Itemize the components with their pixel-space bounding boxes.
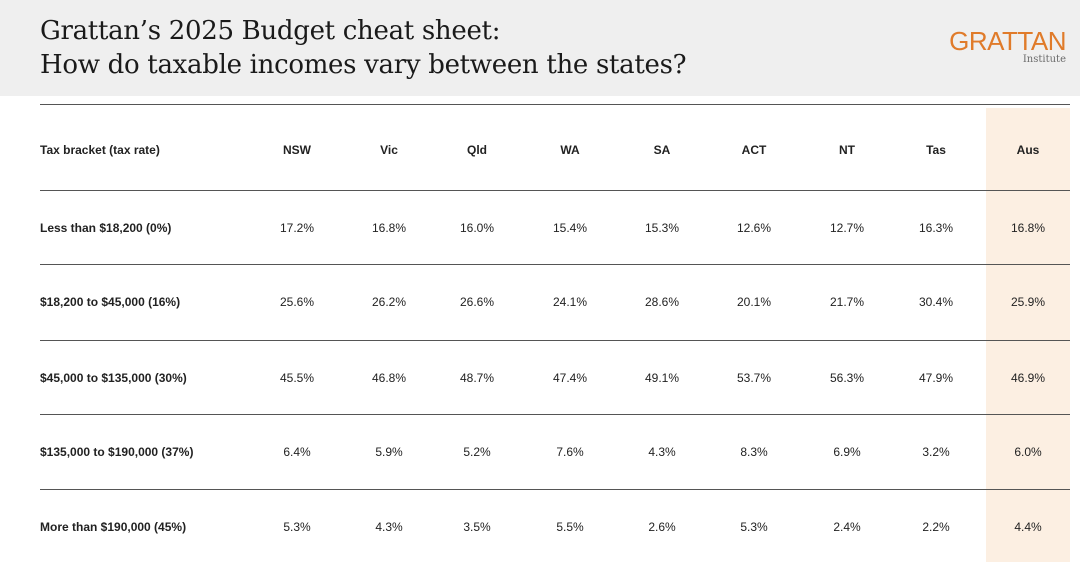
cell-wa: 24.1% [552,295,588,309]
cell-sa: 2.6% [648,520,676,534]
logo-subtitle: Institute [1022,54,1066,65]
cell-nsw: 45.5% [279,371,315,385]
cell-qld: 16.0% [459,221,495,235]
row-divider [40,264,1070,265]
cell-nsw: 25.6% [279,295,315,309]
row-label: $45,000 to $135,000 (30%) [40,371,187,385]
cell-qld: 48.7% [459,371,495,385]
column-header-nt: NT [839,143,855,157]
header-banner: Grattan’s 2025 Budget cheat sheet: How d… [0,0,1080,96]
cell-wa: 5.5% [556,520,584,534]
row-divider [40,340,1070,341]
cell-nsw: 5.3% [283,520,311,534]
cell-aus: 46.9% [1010,371,1046,385]
column-header-wa: WA [560,143,580,157]
cell-tas: 47.9% [918,371,954,385]
cell-tas: 2.2% [922,520,950,534]
row-label: More than $190,000 (45%) [40,520,187,534]
row-divider [40,489,1070,490]
cell-aus: 16.8% [1010,221,1046,235]
cell-qld: 3.5% [463,520,491,534]
row-label: $18,200 to $45,000 (16%) [40,295,181,309]
table-row: $135,000 to $190,000 (37%) 6.4% 5.9% 5.2% 7.… [0,442,1080,462]
cell-nt: 12.7% [829,221,865,235]
column-header-qld: Qld [467,143,487,157]
column-header-aus: Aus [1016,143,1040,157]
row-divider [40,104,1070,105]
cell-vic: 16.8% [371,221,407,235]
cell-vic: 5.9% [375,445,403,459]
cell-wa: 47.4% [552,371,588,385]
cell-vic: 26.2% [371,295,407,309]
table-header-row: Tax bracket (tax rate) NSW Vic Qld WA SA ACT NT… [0,140,1080,160]
cell-aus: 4.4% [1014,520,1042,534]
column-header-act: ACT [741,143,767,157]
cell-nt: 56.3% [829,371,865,385]
cell-qld: 26.6% [459,295,495,309]
cell-sa: 15.3% [644,221,680,235]
cell-aus: 6.0% [1014,445,1042,459]
cell-nt: 2.4% [833,520,861,534]
table-row: Less than $18,200 (0%) 17.2% 16.8% 16.0% 15.… [0,218,1080,238]
column-header-tas: Tas [926,143,946,157]
table-row: $45,000 to $135,000 (30%) 45.5% 46.8% 48.7%… [0,368,1080,388]
grattan-logo: GRATTAN Institute [949,28,1066,65]
cell-qld: 5.2% [463,445,491,459]
cell-tas: 16.3% [918,221,954,235]
cell-nsw: 6.4% [283,445,311,459]
cell-tas: 3.2% [922,445,950,459]
cell-act: 5.3% [740,520,768,534]
title-line-1: Grattan’s 2025 Budget cheat sheet: [40,16,501,46]
row-divider [40,190,1070,191]
cell-act: 53.7% [736,371,772,385]
title-line-2: How do taxable incomes vary between the … [40,50,687,80]
cell-nsw: 17.2% [279,221,315,235]
cell-vic: 4.3% [375,520,403,534]
page-title: Grattan’s 2025 Budget cheat sheet: How d… [40,14,687,82]
logo-wordmark: GRATTAN [949,26,1066,56]
row-label: $135,000 to $190,000 (37%) [40,445,194,459]
cell-act: 12.6% [736,221,772,235]
row-label: Less than $18,200 (0%) [40,221,172,235]
table-row: More than $190,000 (45%) 5.3% 4.3% 3.5% 5.5%… [0,517,1080,537]
cell-sa: 28.6% [644,295,680,309]
cell-vic: 46.8% [371,371,407,385]
cell-aus: 25.9% [1010,295,1046,309]
column-header-nsw: NSW [283,143,311,157]
cell-sa: 49.1% [644,371,680,385]
cell-act: 20.1% [736,295,772,309]
cell-sa: 4.3% [648,445,676,459]
aus-column-highlight [986,108,1070,562]
table-row: $18,200 to $45,000 (16%) 25.6% 26.2% 26.6% 2… [0,292,1080,312]
column-header-vic: Vic [380,143,398,157]
cell-act: 8.3% [740,445,768,459]
cell-tas: 30.4% [918,295,954,309]
cell-nt: 6.9% [833,445,861,459]
column-header-tax-bracket: Tax bracket (tax rate) [40,143,160,157]
cell-nt: 21.7% [829,295,865,309]
cell-wa: 7.6% [556,445,584,459]
row-divider [40,414,1070,415]
cell-wa: 15.4% [552,221,588,235]
column-header-sa: SA [653,143,671,157]
